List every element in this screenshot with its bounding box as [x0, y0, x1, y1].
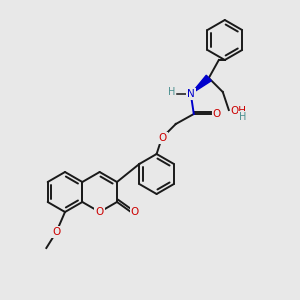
Text: O: O	[131, 207, 139, 217]
Text: H: H	[239, 112, 247, 122]
Text: OH: OH	[231, 106, 247, 116]
Text: O: O	[213, 109, 221, 119]
Text: O: O	[52, 227, 61, 237]
Text: O: O	[95, 207, 104, 217]
Text: H: H	[168, 87, 176, 97]
Text: N: N	[187, 89, 195, 99]
Polygon shape	[191, 75, 211, 94]
Text: O: O	[159, 133, 167, 143]
